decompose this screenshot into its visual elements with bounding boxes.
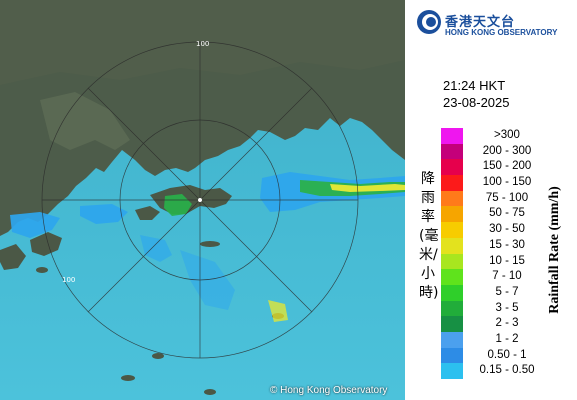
- scale-label: 50 - 75: [489, 207, 525, 220]
- scale-label: 150 - 200: [482, 160, 532, 173]
- mainland-highlands: [0, 0, 405, 85]
- scale-label: 200 - 300: [482, 144, 532, 157]
- scale-swatch: [441, 206, 463, 223]
- scale-label: 10 - 15: [489, 254, 525, 267]
- scale-swatch: [441, 159, 463, 176]
- scale-swatch: [441, 175, 463, 191]
- island-small-4: [152, 353, 164, 359]
- color-scale: [441, 128, 463, 379]
- rainfall-rate-title-zh: 降雨率(毫米/小時): [419, 171, 439, 301]
- scale-label: 2 - 3: [495, 317, 519, 330]
- scale-label: 1 - 2: [495, 332, 519, 345]
- scale-swatch: [441, 316, 463, 332]
- logo-english-name: HONG KONG OBSERVATORY: [445, 28, 558, 37]
- scale-swatch: [441, 347, 463, 364]
- rainfall-rate-title-en: Rainfall Rate (mm/h): [547, 186, 562, 314]
- scale-label: 7 - 10: [492, 270, 522, 283]
- logo-chinese-name: 香港天文台: [445, 15, 516, 30]
- scale-swatch: [441, 128, 463, 144]
- legend-panel: 香港天文台 HONG KONG OBSERVATORY 21:24 HKT 23…: [405, 0, 577, 400]
- island-small-2: [200, 241, 220, 247]
- scale-swatch: [441, 269, 463, 285]
- copyright-notice: © Hong Kong Observatory: [270, 385, 388, 396]
- scale-label: 100 - 150: [482, 176, 532, 189]
- observation-date: 23-08-2025: [443, 95, 510, 110]
- scale-swatch: [441, 300, 463, 317]
- observation-time: 21:24 HKT: [443, 78, 506, 93]
- hko-logo[interactable]: 香港天文台 HONG KONG OBSERVATORY: [415, 8, 575, 40]
- scale-swatch: [441, 331, 463, 348]
- west-islands: [30, 232, 62, 256]
- scale-label: 15 - 30: [489, 238, 525, 251]
- scale-swatch: [441, 190, 463, 207]
- rain-echoes: [10, 172, 405, 322]
- west-islands-2: [0, 244, 26, 270]
- island-small-6: [204, 389, 216, 395]
- ring-label-southwest: 100: [62, 276, 76, 284]
- scale-swatch: [441, 222, 463, 238]
- hko-logo-icon: [417, 10, 441, 34]
- rain-cell-west-2: [80, 204, 128, 224]
- scale-label: 75 - 100: [485, 191, 529, 204]
- scale-swatch: [441, 237, 463, 254]
- ring-label-north: 100: [196, 40, 210, 48]
- radar-center-marker: [198, 198, 202, 202]
- rain-cell-south: [140, 235, 172, 262]
- pearl-river-delta: [40, 92, 130, 150]
- scale-label: 3 - 5: [495, 301, 519, 314]
- rain-cell-south-2: [180, 250, 235, 310]
- scale-swatch: [441, 284, 463, 301]
- rain-cell-west: [10, 212, 60, 238]
- scale-label: >300: [494, 129, 520, 141]
- color-scale-labels: >300 200 - 300 150 - 200 100 - 150 75 - 100 5…: [467, 128, 547, 379]
- rain-cell-hk: [164, 194, 192, 216]
- scale-swatch: [441, 253, 463, 270]
- scale-swatch: [441, 363, 463, 379]
- scale-swatch: [441, 143, 463, 160]
- scale-label: 5 - 7: [495, 285, 519, 298]
- scale-label: 30 - 50: [489, 223, 525, 236]
- radar-map-graphic: [0, 0, 405, 400]
- island-small-1: [36, 267, 48, 273]
- rain-band-east-yellow: [330, 184, 405, 192]
- scale-label: 0.50 - 1: [487, 348, 527, 361]
- lantau-island: [135, 206, 160, 220]
- island-small-5: [121, 375, 135, 381]
- rain-cell-southeast: [268, 300, 288, 322]
- scale-label: 0.15 - 0.50: [479, 364, 535, 377]
- radar-map[interactable]: 100 100 © Hong Kong Observatory: [0, 0, 405, 400]
